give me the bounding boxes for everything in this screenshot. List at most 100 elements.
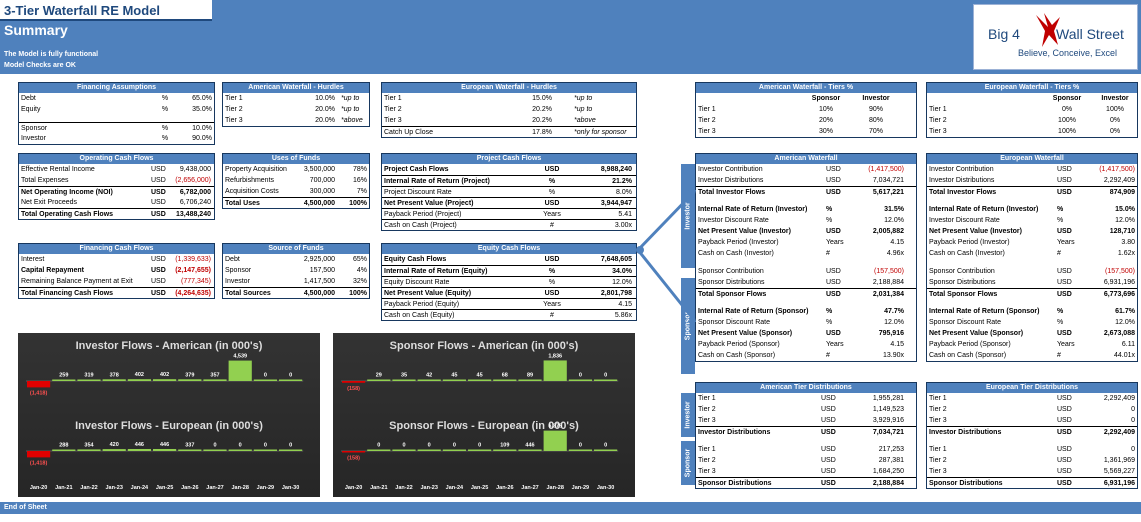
data-label: 0 [604, 373, 607, 379]
cell-value: # [550, 312, 554, 319]
data-label: (1,418) [30, 460, 48, 466]
cell-value: 2,292,409 [1103, 395, 1135, 402]
chart-bar [153, 379, 177, 381]
row-label: Internal Rate of Return (Sponsor) [929, 308, 1040, 315]
chart-bar [442, 449, 466, 451]
x-tick-label: Jan-20 [345, 485, 362, 491]
row-label: Tier 2 [698, 457, 716, 464]
row-label: Net Present Value (Sponsor) [929, 330, 1024, 337]
table-row: Sponsor% 10.0% [19, 122, 214, 133]
row-label: Internal Rate of Return (Project) [384, 178, 490, 185]
table-row: Sponsor 157,500 4% [223, 265, 369, 276]
cell-value: *up to [341, 106, 360, 113]
cell-value: USD [1057, 166, 1072, 173]
table-row: Investor Distributions USD 2,292,409 [927, 426, 1137, 437]
cell-value: *up to [574, 106, 593, 113]
cell-value: 8,988,240 [600, 166, 632, 173]
table-row: Tier 1 USD 2,292,409 [927, 393, 1137, 404]
chart-bar [102, 379, 126, 381]
logo-brand: Big 4 [988, 26, 1020, 42]
table-row: Total Sources 4,500,000 100% [223, 287, 369, 298]
cell-value: % [548, 279, 556, 286]
table-row: Internal Rate of Return (Project)% 21.2% [382, 175, 636, 186]
cell-value: 80% [868, 117, 883, 124]
sponsor-european-chart: Sponsor Flows - European (in 000's) (158)… [341, 420, 619, 491]
chart-bar [392, 379, 416, 381]
table-row: Investor Distributions USD 7,034,721 [696, 426, 916, 437]
cell-value: *up to [574, 95, 593, 102]
data-label: 288 [59, 443, 68, 449]
row-label: Payback Period (Investor) [929, 239, 1010, 246]
row-label: Tier 1 [929, 446, 947, 453]
cell-value: 3,929,916 [872, 417, 904, 424]
cell-value: USD [544, 166, 560, 173]
x-tick-label: Jan-21 [55, 485, 72, 491]
data-label: 357 [210, 372, 219, 378]
column-headers: Sponsor Investor [927, 93, 1137, 104]
chart-bar [52, 449, 76, 451]
cell-value: 2,801,798 [600, 290, 632, 297]
row-label: Payback Period (Sponsor) [698, 341, 780, 348]
table-row: Internal Rate of Return (Sponsor)% 47.7% [696, 306, 916, 317]
data-label: 89 [527, 373, 533, 379]
connector-arrows [636, 190, 696, 322]
table-row: Cash on Cash (Equity) #5.86x [382, 309, 636, 320]
data-label: 446 [160, 442, 169, 448]
table-row: Investor% 90.0% [19, 133, 214, 144]
chart-bar [417, 449, 441, 451]
cell-value: 0% [1061, 106, 1073, 113]
x-tick-label: Jan-28 [546, 485, 563, 491]
row-label: Equity Discount Rate [384, 279, 450, 286]
cell-value: *up to [341, 95, 360, 102]
table-header: American Waterfall - Hurdles [223, 83, 369, 93]
row-label: Total Investor Flows [698, 189, 766, 196]
row-label: Investor Contribution [929, 166, 994, 173]
table-row: Tier 3 30% 70% [696, 126, 916, 137]
row-label: Total Sponsor Flows [698, 291, 767, 298]
row-label: Tier 1 [384, 95, 402, 102]
chart-bar [279, 449, 303, 451]
table-row: Tier 3 USD 3,929,916 [696, 415, 916, 426]
cell-value: 15.0% [1115, 206, 1135, 213]
cell-value: 12.0% [884, 217, 904, 224]
cell-value: 2,925,000 [303, 256, 335, 263]
table-header: Financing Assumptions [19, 83, 214, 93]
table-row: Investor Distributions USD 7,034,721 [696, 175, 916, 186]
table-header: American Tier Distributions [696, 383, 916, 393]
row-label: Tier 1 [225, 95, 243, 102]
cell-value: % [1057, 308, 1064, 315]
table-row: Tier 3 20.0% *above [223, 115, 369, 126]
table-row: Payback Period (Investor) Years 4.15 [696, 237, 916, 248]
table-row: Sponsor Distributions USD 6,931,196 [927, 277, 1137, 288]
table-row: Capital Repayment USD (2,147,655) [19, 265, 214, 276]
footer-text: End of Sheet [4, 504, 47, 511]
cell-value: 2,005,882 [872, 228, 904, 235]
cell-value: USD [821, 446, 836, 453]
column-header: Investor [1101, 95, 1129, 102]
column-header: Sponsor [811, 95, 841, 102]
cell-value: USD [1057, 406, 1072, 413]
table-row: Payback Period (Sponsor) Years 4.15 [696, 339, 916, 350]
fin-cf-table: Financing Cash Flows Interest USD (1,339,63… [18, 243, 215, 299]
cell-value: 157,500 [309, 267, 335, 274]
cell-value: 15.0% [532, 95, 552, 102]
table-row: Tier 1 USD 1,955,281 [696, 393, 916, 404]
cell-value: % [548, 189, 556, 196]
side-label-sponsor: Sponsor [681, 278, 695, 374]
cell-value: 100% [1058, 128, 1076, 135]
table-row: Total Sponsor Flows USD 2,031,384 [696, 288, 916, 299]
cell-value: % [826, 308, 833, 315]
chart-bar [228, 449, 252, 451]
cell-value: USD [826, 279, 841, 286]
chart-bar [203, 379, 227, 381]
cell-value: # [826, 352, 830, 359]
table-row: Total Operating Cash Flows USD 13,488,240 [19, 208, 214, 219]
table-row: Total Sponsor Flows USD 6,773,696 [927, 288, 1137, 299]
column-headers: Sponsor Investor [696, 93, 916, 104]
cell-value: 44.01x [1113, 352, 1135, 359]
table-header: Project Cash Flows [382, 154, 636, 164]
cell-value: USD [821, 457, 836, 464]
cell-value: 12.0% [1115, 319, 1135, 326]
cell-value: USD [151, 256, 166, 263]
header-band: 3-Tier Waterfall RE Model Summary The Mo… [0, 0, 1141, 74]
